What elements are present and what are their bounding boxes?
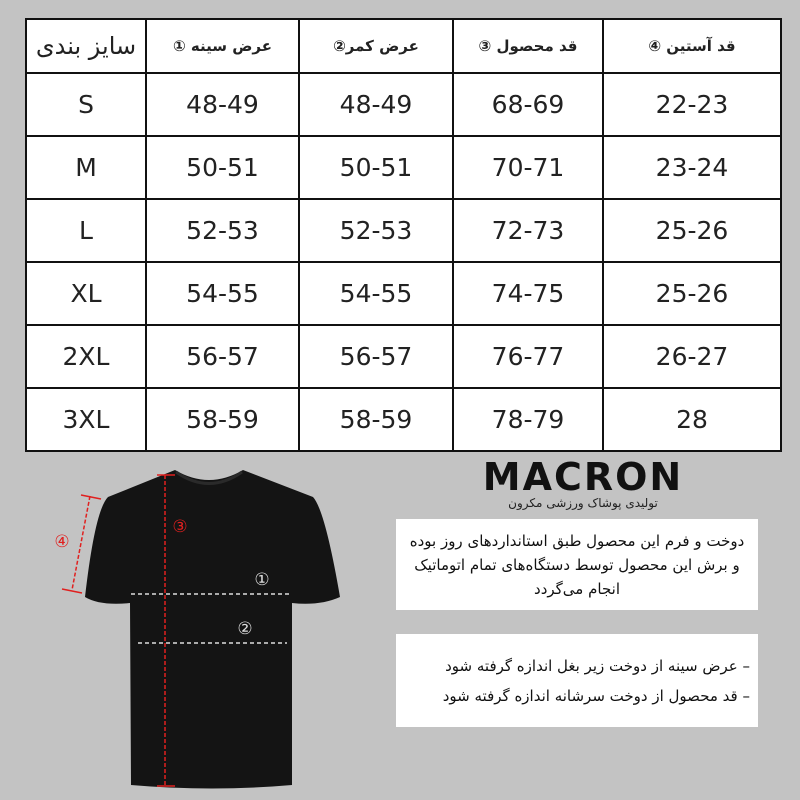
note-length: – قد محصول از دوخت سرشانه اندازه گرفته ش… (442, 686, 750, 705)
measurement-cell: 52-53 (145, 198, 300, 263)
marker-waist: ② (237, 619, 252, 639)
header-chest-width: عرض سینه ① (145, 18, 300, 74)
measurement-cell: 48-49 (298, 72, 454, 137)
measurement-cell: 56-57 (145, 324, 300, 389)
size-cell: M (25, 135, 147, 200)
measurement-cell: 58-59 (298, 387, 454, 452)
measurement-cell: 50-51 (298, 135, 454, 200)
info-text: دوخت و فرم این محصول طبق استانداردهای رو… (409, 531, 745, 598)
measurement-cell: 76-77 (452, 324, 604, 389)
table-header-row: سایز بندی عرض سینه ① عرض کمر② قد محصول ③… (25, 18, 782, 74)
table-row: M 50-51 50-51 70-71 23-24 (25, 135, 782, 200)
measurement-cell: 54-55 (145, 261, 300, 326)
header-waist-width: عرض کمر② (298, 18, 454, 74)
sleeve-tick-bottom (61, 588, 83, 594)
notes-box: – عرض سینه از دوخت زیر بغل اندازه گرفته … (396, 634, 758, 727)
measurement-cell: 70-71 (452, 135, 604, 200)
info-box: دوخت و فرم این محصول طبق استانداردهای رو… (396, 519, 758, 610)
measurement-cell: 74-75 (452, 261, 604, 326)
header-size: سایز بندی (25, 18, 147, 74)
measurement-cell: 23-24 (602, 135, 782, 200)
table-row: XL 54-55 54-55 74-75 25-26 (25, 261, 782, 326)
marker-sleeve: ④ (54, 532, 69, 552)
measurement-cell: 68-69 (452, 72, 604, 137)
measurement-cell: 26-27 (602, 324, 782, 389)
marker-chest: ① (254, 570, 269, 590)
size-cell: XL (25, 261, 147, 326)
note-chest: – عرض سینه از دوخت زیر بغل اندازه گرفته … (445, 656, 750, 675)
marker-length: ③ (172, 517, 187, 537)
measurement-cell: 28 (602, 387, 782, 452)
measurement-cell: 22-23 (602, 72, 782, 137)
size-chart-table: سایز بندی عرض سینه ① عرض کمر② قد محصول ③… (25, 18, 782, 452)
macron-logo: MACRON تولیدی پوشاک ورزشی مکرون (478, 458, 688, 510)
logo-name: MACRON (482, 455, 684, 499)
table-row: L 52-53 52-53 72-73 25-26 (25, 198, 782, 263)
measurement-cell: 25-26 (602, 198, 782, 263)
measurement-cell: 72-73 (452, 198, 604, 263)
size-cell: 3XL (25, 387, 147, 452)
header-length: قد محصول ③ (452, 18, 604, 74)
collar (175, 470, 243, 485)
size-cell: 2XL (25, 324, 147, 389)
measurement-cell: 56-57 (298, 324, 454, 389)
sleeve-line (71, 495, 91, 591)
measurement-cell: 58-59 (145, 387, 300, 452)
tshirt-shape (85, 470, 340, 789)
measurement-cell: 78-79 (452, 387, 604, 452)
measurement-cell: 52-53 (298, 198, 454, 263)
measurement-cell: 50-51 (145, 135, 300, 200)
table-row: S 48-49 48-49 68-69 22-23 (25, 72, 782, 137)
sleeve-tick-top (80, 494, 102, 500)
table-row: 3XL 58-59 58-59 78-79 28 (25, 387, 782, 452)
measurement-cell: 54-55 (298, 261, 454, 326)
header-sleeve-length: قد آستین ④ (602, 18, 782, 74)
measurement-cell: 48-49 (145, 72, 300, 137)
size-cell: L (25, 198, 147, 263)
size-cell: S (25, 72, 147, 137)
measurement-cell: 25-26 (602, 261, 782, 326)
table-row: 2XL 56-57 56-57 76-77 26-27 (25, 324, 782, 389)
logo-subtitle: تولیدی پوشاک ورزشی مکرون (508, 496, 658, 510)
